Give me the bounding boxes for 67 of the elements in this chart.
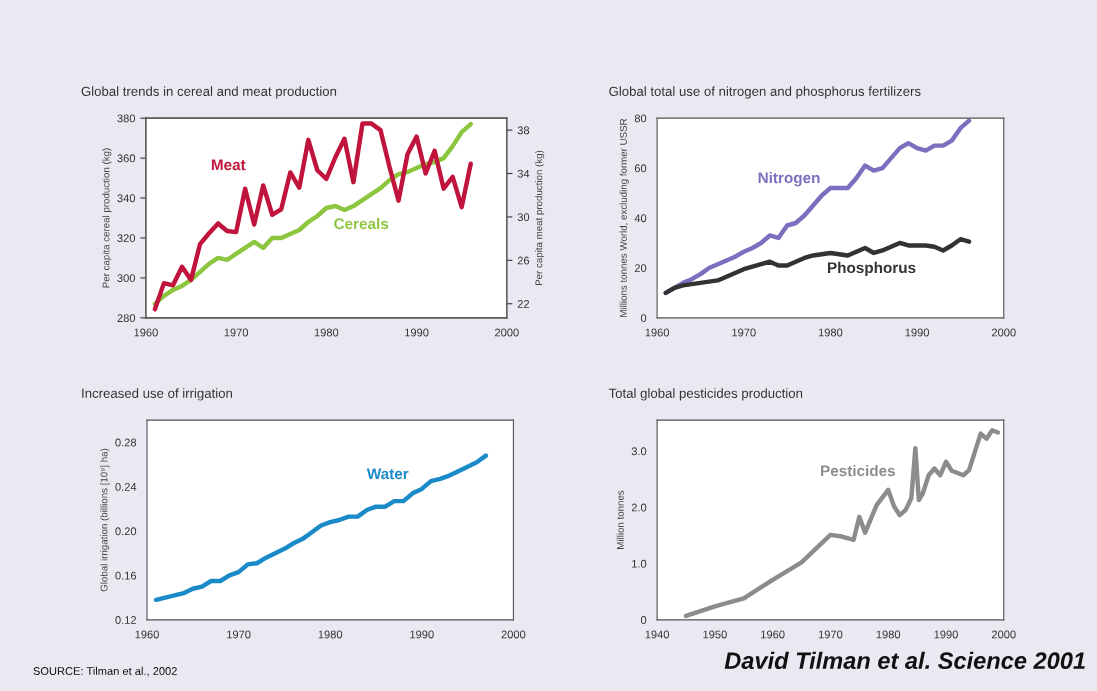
x-tick-label: 1960 [134,328,158,337]
y-tick-label: 0.24 [115,482,137,491]
y-axis-title: Million tonnes [616,490,624,549]
x-tick-label: 2000 [991,630,1016,639]
line-series [683,428,1001,619]
x-tick-label: 1960 [135,630,159,639]
chart-title: Total global pesticides production [608,388,803,401]
y2-tick-label: 26 [517,256,530,265]
y2-tick-label: 30 [517,213,530,222]
line-series [663,237,972,296]
series-label: Phosphorus [827,261,916,277]
y-tick-label: 340 [117,194,136,203]
x-tick-label: 1990 [405,328,429,337]
x-tick-label: 1990 [410,630,434,639]
y-tick-label: 360 [117,154,136,163]
x-tick-label: 1940 [645,630,670,639]
y-tick-label: 280 [117,314,136,322]
y-tick-label: 3.0 [631,447,647,456]
x-tick-label: 1980 [818,328,843,337]
series-label: Meat [211,159,246,171]
chart-title: Global trends in cereal and meat production [81,86,337,99]
y-tick-label: 60 [634,164,647,173]
y-tick-label: 0.16 [115,571,137,580]
x-tick-label: 2000 [501,630,526,639]
y-tick-label: 2.0 [631,503,647,512]
x-tick-label: 1950 [703,630,727,639]
y2-tick-label: 38 [517,126,530,135]
x-tick-label: 1980 [876,630,901,639]
series-label: Cereals [334,217,389,230]
y-tick-label: 0.12 [115,616,137,624]
x-tick-label: 1990 [934,630,958,639]
y-tick-label: 1.0 [632,559,647,568]
x-tick-label: 1970 [224,328,249,337]
y-tick-label: 0 [640,616,647,624]
series-label: Pesticides [821,464,895,477]
x-tick-label: 1980 [314,328,339,337]
y-tick-label: 0 [640,314,647,322]
x-tick-label: 2000 [495,328,519,337]
y-tick-label: 20 [634,264,647,273]
x-tick-label: 2000 [991,328,1016,337]
line-series [153,453,489,603]
y-tick-label: 380 [117,114,136,123]
y-axis-title: Millions tonnes World, excluding former USSR [619,118,629,317]
y2-tick-label: 22 [517,300,530,308]
text: David Tilman et al. Science 2001 [724,651,1085,670]
y-tick-label: 0.28 [115,438,137,447]
series-label: Water [366,468,409,480]
series-label: Nitrogen [758,171,820,187]
y2-tick-label: 34 [517,169,530,178]
y-tick-label: 80 [634,114,647,123]
x-tick-label: 1970 [818,630,843,639]
y-axis-title: Global irrigation (billions [10⁹] ha) [100,448,110,592]
x-tick-label: 1970 [732,328,756,337]
x-tick-label: 1990 [905,328,930,337]
x-tick-label: 1970 [227,630,251,639]
chart-title: Increased use of irrigation [82,388,233,401]
y-tick-label: 300 [117,274,136,283]
y-axis-title: Per capita cereal production (kg) [102,148,112,288]
chart-title: Global total use of nitrogen and phosphorus fertilizers [609,86,921,99]
x-tick-label: 1960 [645,328,670,337]
y-tick-label: 320 [117,234,136,243]
y2-axis-title: Per capita meat production (kg) [535,150,545,286]
source-note: SOURCE: Tilman et al., 2002 [33,666,177,677]
x-tick-label: 1980 [318,630,343,639]
y-tick-label: 0.20 [115,527,137,536]
x-tick-label: 1960 [761,630,785,639]
y-tick-label: 40 [634,214,647,223]
